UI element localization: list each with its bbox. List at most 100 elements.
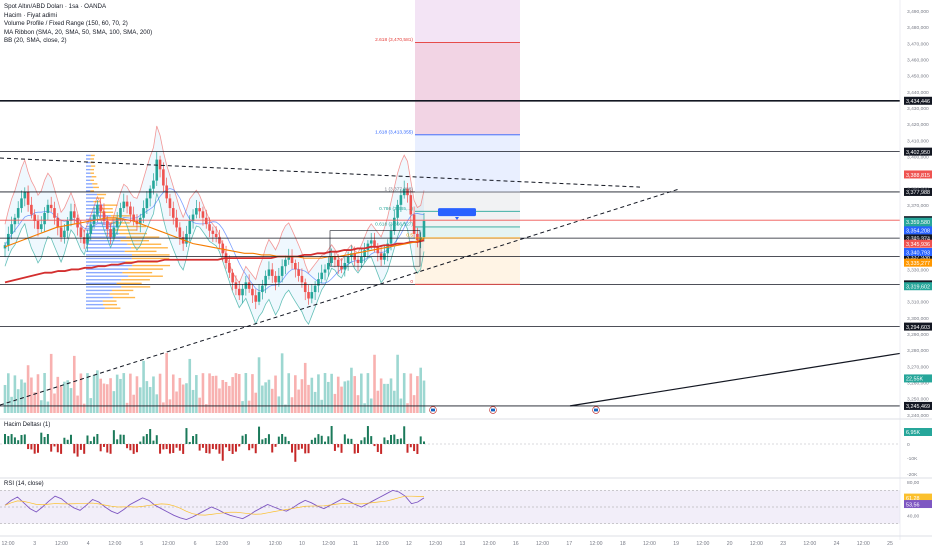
- time-tick-label: 11: [353, 541, 358, 547]
- candle-body: [247, 282, 251, 289]
- candle-body: [412, 214, 416, 234]
- candle: [112, 219, 116, 241]
- delta-bar: [238, 444, 241, 447]
- delta-bar: [7, 436, 10, 444]
- candle: [363, 242, 366, 263]
- profile-bar-blue: [86, 232, 120, 235]
- delta-bar: [300, 444, 303, 449]
- profile-bar-orange: [122, 271, 153, 274]
- rsi-title[interactable]: RSI (14, close): [4, 481, 44, 487]
- profile-bar-orange: [114, 229, 138, 231]
- profile-bar-blue: [86, 243, 128, 245]
- time-tick-label: 4: [87, 541, 90, 547]
- time-tick-label: 13: [459, 541, 465, 547]
- legend-symbol[interactable]: Spot Altın/ABD Doları · 1sa · OANDA: [4, 3, 107, 10]
- delta-bar: [357, 444, 360, 453]
- delta-bar: [152, 440, 155, 444]
- candle: [336, 254, 340, 274]
- time-tick-label: 12:00: [803, 541, 816, 547]
- candle: [13, 213, 17, 233]
- price-tick-label: 3,240,000: [907, 413, 929, 419]
- level-badge-bg: [904, 96, 932, 105]
- profile-bar-blue: [86, 222, 111, 224]
- profile-bar-orange: [103, 303, 118, 306]
- profile-bar-orange: [107, 218, 125, 221]
- delta-bar: [4, 434, 6, 444]
- delta-bar: [267, 434, 270, 444]
- profile-bar-blue: [86, 254, 132, 256]
- price-badge: 3,359,580: [904, 217, 932, 226]
- profile-bar-orange: [92, 183, 98, 185]
- price-tick-label: 3,250,000: [907, 397, 929, 403]
- delta-bar: [297, 444, 300, 450]
- level-badge: 3,434,446: [904, 96, 932, 105]
- fib-label: 2.618 (3,470,581): [375, 37, 413, 43]
- delta-bar: [340, 444, 343, 453]
- profile-bar-blue: [86, 300, 103, 302]
- delta-bar: [159, 444, 162, 454]
- event-flag-icon: [592, 406, 600, 414]
- delta-bar: [33, 444, 36, 454]
- price-tick-label: 3,270,000: [907, 364, 929, 370]
- candle-body: [99, 204, 102, 212]
- volume-bar: [340, 386, 343, 413]
- volume-bar: [26, 365, 30, 413]
- volume-bar: [336, 376, 340, 413]
- candle: [162, 162, 165, 192]
- legend-volume[interactable]: Hacim · Fiyat adimi: [4, 11, 57, 19]
- volume-bar: [360, 373, 363, 413]
- moving-averages: [4, 217, 425, 284]
- delta-bar: [390, 434, 393, 444]
- profile-bar-blue: [86, 172, 91, 174]
- volume-bar: [294, 375, 297, 413]
- delta-bar: [135, 444, 138, 453]
- delta-bar: [396, 439, 399, 444]
- price-badge-label: 3,335,277: [906, 261, 930, 267]
- legend-bb[interactable]: BB (20, SMA, close, 2): [4, 37, 67, 45]
- candle-body: [96, 204, 99, 215]
- delta-bar: [416, 444, 419, 454]
- delta-badge: 6,95K: [904, 428, 932, 436]
- delta-bar: [234, 444, 237, 452]
- fib-levels[interactable]: 2.618 (3,470,581) 1.618 (3,413,355) 1 (3,3…: [375, 37, 520, 285]
- volume-bar: [59, 386, 63, 413]
- profile-bar-blue: [86, 211, 101, 213]
- delta-bar: [218, 444, 221, 454]
- profile-bar-blue: [86, 193, 98, 196]
- delta-bar: [53, 444, 56, 447]
- delta-bar: [215, 444, 218, 450]
- profile-bar-orange: [91, 176, 97, 178]
- candle: [20, 190, 23, 213]
- time-tick-label: 24: [834, 541, 840, 547]
- level-badge-label: 3,294,603: [906, 325, 930, 331]
- delta-bar: [264, 438, 267, 444]
- candle: [264, 270, 267, 294]
- volume-delta-title[interactable]: Hacim Deltası (1): [4, 422, 51, 428]
- legend-volume-profile[interactable]: Volume Profile / Fixed Range (150, 60, 7…: [4, 20, 128, 28]
- price-badge: 22,55K: [904, 374, 932, 383]
- rsi-badge-label: 53,56: [906, 502, 920, 508]
- profile-bar-blue: [86, 307, 105, 309]
- candle: [231, 268, 234, 291]
- legend-ma-ribbon[interactable]: MA Ribbon (SMA, 20, SMA, 50, SMA, 100, S…: [4, 28, 153, 36]
- trend-lines[interactable]: [0, 157, 901, 407]
- candle: [228, 255, 231, 279]
- price-candles[interactable]: [3, 152, 426, 309]
- candle-body: [53, 208, 56, 218]
- time-tick-label: 19: [673, 541, 679, 547]
- candle: [373, 232, 376, 253]
- candle-body: [356, 259, 360, 263]
- delta-bar: [13, 437, 16, 444]
- time-axis[interactable]: 12:00 3 12:00 4 12:00 5 12:00 6 12:00 9 12:00 10 12:…: [2, 541, 893, 547]
- volume-bar: [171, 374, 175, 413]
- level-badge: 3,294,603: [904, 322, 932, 331]
- candle-body: [251, 288, 254, 296]
- profile-bar-orange: [90, 158, 94, 160]
- delta-bar: [50, 444, 53, 452]
- volume-bar: [92, 374, 96, 413]
- price-axis[interactable]: 3,490,000 3,480,000 3,470,000 3,460,000 3,45…: [429, 0, 932, 540]
- profile-bar-blue: [86, 250, 125, 253]
- delta-bar: [116, 439, 119, 444]
- price-tick-label: 3,480,000: [907, 25, 929, 31]
